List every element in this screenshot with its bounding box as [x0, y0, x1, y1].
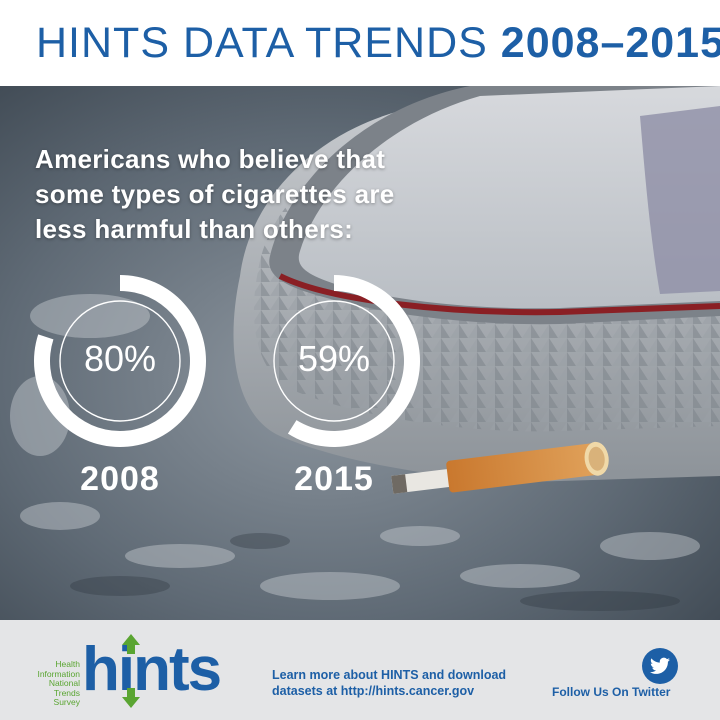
- logo-tagline-line: Trends: [53, 687, 80, 698]
- logo-tagline-line: Health: [55, 659, 80, 669]
- year-label-2015: 2015: [294, 460, 374, 498]
- arrow-down-icon: [122, 688, 140, 708]
- twitter-bird-icon: [650, 657, 670, 674]
- arrow-up-icon: [122, 634, 140, 654]
- year-label-2008: 2008: [80, 460, 160, 498]
- headline-line: Americans who believe that: [35, 144, 386, 174]
- logo-tagline-line: National: [48, 678, 80, 688]
- logo-tagline: Health Information National Trends Surve…: [22, 659, 80, 708]
- donut-chart-2015: [273, 275, 420, 447]
- page-title: HINTS DATA TRENDS 2008–2015: [36, 18, 720, 68]
- donut-arc-2015: [287, 275, 420, 447]
- headline-line: some types of cigarettes are: [35, 179, 395, 209]
- follow-twitter-label[interactable]: Follow Us On Twitter: [552, 685, 671, 699]
- title-prefix: HINTS DATA TRENDS: [36, 19, 501, 67]
- footer: [0, 620, 720, 720]
- value-label-2015: 59%: [297, 338, 371, 379]
- logo-tagline-line: Survey: [53, 697, 80, 707]
- learn-more-link[interactable]: datasets at http://hints.cancer.gov: [272, 684, 475, 698]
- header: HINTS DATA TRENDS 2008–2015: [0, 0, 720, 86]
- donut-inner-ring-2015: [273, 300, 395, 422]
- hints-logo-word: hints: [82, 635, 220, 704]
- logo-tagline-line: Information: [37, 668, 80, 679]
- value-label-2008: 80%: [83, 338, 157, 379]
- donut-inner-ring-2008: [59, 300, 181, 422]
- learn-more-text[interactable]: Learn more about HINTS and download data…: [272, 667, 542, 699]
- donut-chart-2008: [34, 275, 206, 447]
- hints-logo: hints: [82, 634, 222, 708]
- title-years: 2008–2015: [500, 19, 720, 67]
- background-photo: [0, 86, 720, 620]
- learn-more-line: Learn more about HINTS and download: [272, 668, 507, 682]
- headline-line: less harmful than others:: [35, 214, 354, 244]
- headline: Americans who believe that some types of…: [35, 142, 455, 247]
- sneaker-cigarette-photo: [0, 86, 720, 620]
- twitter-button[interactable]: [642, 648, 678, 684]
